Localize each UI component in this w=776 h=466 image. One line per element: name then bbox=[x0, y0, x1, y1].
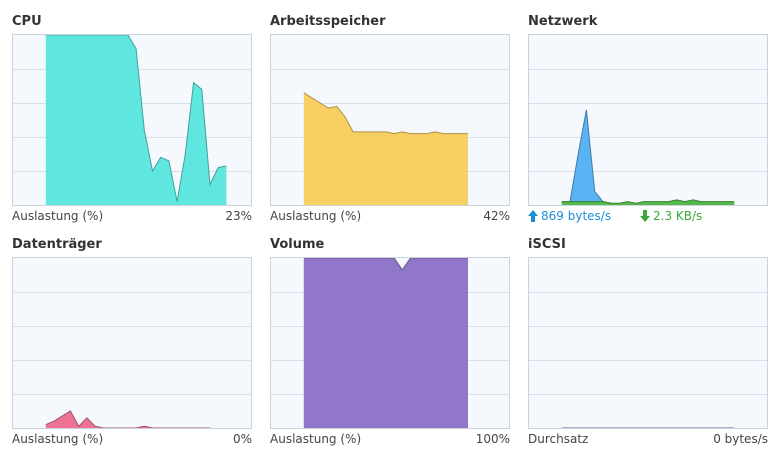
arrow-up-icon bbox=[528, 210, 538, 222]
volume-area bbox=[303, 258, 468, 428]
memory-chart-svg bbox=[271, 69, 509, 205]
memory-area bbox=[303, 92, 468, 205]
cpu-chart-svg bbox=[13, 35, 251, 205]
network-upload-value: 869 bytes/s bbox=[541, 209, 612, 223]
network-chart bbox=[528, 34, 768, 206]
disk-footer: Auslastung (%) 0% bbox=[12, 432, 252, 448]
cpu-usage-label: Auslastung (%) bbox=[12, 209, 104, 223]
network-upload-area bbox=[561, 109, 735, 205]
disk-usage-label: Auslastung (%) bbox=[12, 432, 104, 446]
disk-title: Datenträger bbox=[12, 237, 102, 252]
cpu-area-line bbox=[45, 35, 227, 202]
volume-chart bbox=[270, 257, 510, 429]
iscsi-throughput-label: Durchsatz bbox=[528, 432, 589, 446]
volume-chart-svg bbox=[271, 258, 509, 428]
memory-usage-label: Auslastung (%) bbox=[270, 209, 362, 223]
network-chart-svg bbox=[529, 69, 767, 205]
memory-usage-value: 42% bbox=[483, 209, 510, 223]
disk-area-line bbox=[45, 410, 210, 428]
network-footer: 869 bytes/s 2.3 KB/s bbox=[528, 209, 768, 225]
disk-area bbox=[45, 411, 210, 428]
volume-footer: Auslastung (%) 100% bbox=[270, 432, 510, 448]
memory-chart bbox=[270, 34, 510, 206]
network-download-area bbox=[561, 199, 735, 205]
network-download: 2.3 KB/s bbox=[640, 209, 702, 223]
disk-chart bbox=[12, 257, 252, 429]
iscsi-chart bbox=[528, 257, 768, 429]
disk-usage-value: 0% bbox=[232, 432, 252, 446]
cpu-footer: Auslastung (%) 23% bbox=[12, 209, 252, 225]
memory-footer: Auslastung (%) 42% bbox=[270, 209, 510, 225]
cpu-chart bbox=[12, 34, 252, 206]
arrow-down-icon bbox=[640, 210, 650, 222]
network-title: Netzwerk bbox=[528, 14, 598, 29]
cpu-usage-value: 23% bbox=[225, 209, 252, 223]
volume-usage-value: 100% bbox=[475, 432, 510, 446]
disk-chart-svg bbox=[13, 292, 251, 428]
memory-title: Arbeitsspeicher bbox=[270, 14, 386, 29]
network-upload: 869 bytes/s bbox=[528, 209, 611, 223]
volume-usage-label: Auslastung (%) bbox=[270, 432, 362, 446]
network-download-value: 2.3 KB/s bbox=[653, 209, 703, 223]
network-download-area-line bbox=[561, 199, 735, 204]
memory-area-line bbox=[303, 92, 468, 135]
iscsi-title: iSCSI bbox=[528, 237, 566, 252]
iscsi-chart-svg bbox=[529, 292, 767, 428]
volume-title: Volume bbox=[270, 237, 325, 252]
iscsi-footer: Durchsatz 0 bytes/s bbox=[528, 432, 768, 448]
cpu-title: CPU bbox=[12, 14, 42, 29]
cpu-area bbox=[45, 35, 227, 205]
iscsi-throughput-value: 0 bytes/s bbox=[713, 432, 768, 446]
